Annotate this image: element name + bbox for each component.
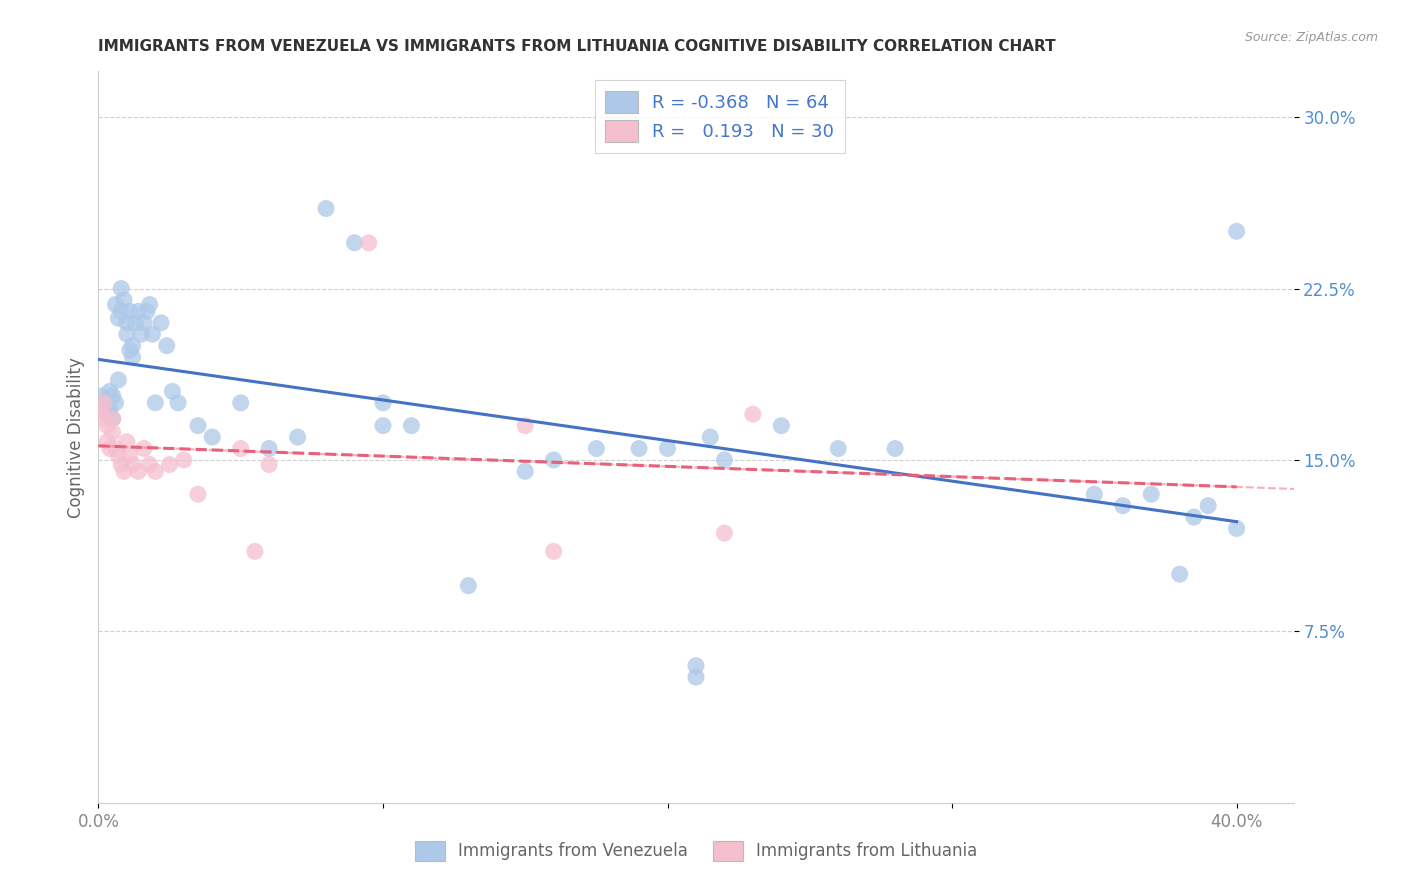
Point <box>257 442 280 456</box>
Point <box>101 425 124 440</box>
Point <box>1226 521 1249 535</box>
Point <box>93 396 115 410</box>
Point <box>112 464 135 478</box>
Point <box>1112 499 1135 513</box>
Point <box>121 458 143 472</box>
Point <box>457 579 479 593</box>
Point <box>118 449 141 463</box>
Point <box>1168 567 1191 582</box>
Point <box>515 418 537 433</box>
Point <box>187 487 209 501</box>
Point <box>229 442 252 456</box>
Text: IMMIGRANTS FROM VENEZUELA VS IMMIGRANTS FROM LITHUANIA COGNITIVE DISABILITY CORR: IMMIGRANTS FROM VENEZUELA VS IMMIGRANTS … <box>98 38 1056 54</box>
Point <box>713 453 735 467</box>
Point <box>143 396 166 410</box>
Point <box>118 304 141 318</box>
Point <box>110 458 132 472</box>
Point <box>713 526 735 541</box>
Point <box>741 407 763 421</box>
Point <box>884 442 907 456</box>
Point <box>141 327 163 342</box>
Point <box>287 430 309 444</box>
Point <box>121 350 143 364</box>
Point <box>515 464 537 478</box>
Text: Source: ZipAtlas.com: Source: ZipAtlas.com <box>1244 31 1378 45</box>
Point <box>229 396 252 410</box>
Point <box>101 412 124 426</box>
Point <box>628 442 651 456</box>
Point <box>150 316 173 330</box>
Point <box>167 396 190 410</box>
Point <box>1197 499 1219 513</box>
Point <box>685 658 707 673</box>
Point <box>315 202 337 216</box>
Point <box>127 464 149 478</box>
Point <box>115 434 138 449</box>
Point <box>115 327 138 342</box>
Point <box>201 430 224 444</box>
Point <box>257 458 280 472</box>
Point <box>343 235 366 250</box>
Point <box>132 442 155 456</box>
Point <box>90 389 112 403</box>
Point <box>127 304 149 318</box>
Point <box>827 442 849 456</box>
Point <box>357 235 380 250</box>
Point <box>770 418 793 433</box>
Point <box>156 338 179 352</box>
Point <box>585 442 607 456</box>
Point <box>543 544 565 558</box>
Point <box>159 458 181 472</box>
Point <box>101 412 124 426</box>
Point <box>104 442 127 456</box>
Point <box>115 316 138 330</box>
Point <box>173 453 195 467</box>
Point <box>107 449 129 463</box>
Point <box>93 396 115 410</box>
Point <box>1083 487 1105 501</box>
Point <box>112 293 135 307</box>
Point <box>110 281 132 295</box>
Point <box>371 396 394 410</box>
Point <box>401 418 423 433</box>
Point <box>101 389 124 403</box>
Point <box>98 402 121 417</box>
Point <box>138 458 160 472</box>
Point <box>132 316 155 330</box>
Point <box>138 297 160 311</box>
Point <box>1226 224 1249 238</box>
Point <box>107 311 129 326</box>
Point <box>90 402 112 417</box>
Point <box>110 304 132 318</box>
Point <box>98 442 121 456</box>
Point <box>162 384 184 399</box>
Point <box>121 338 143 352</box>
Point <box>371 418 394 433</box>
Point <box>243 544 266 558</box>
Point <box>1182 510 1205 524</box>
Point <box>96 407 118 421</box>
Point <box>543 453 565 467</box>
Y-axis label: Cognitive Disability: Cognitive Disability <box>66 357 84 517</box>
Point <box>1140 487 1163 501</box>
Point <box>135 304 157 318</box>
Point <box>107 373 129 387</box>
Point <box>104 297 127 311</box>
Point <box>118 343 141 358</box>
Point <box>685 670 707 684</box>
Point <box>98 384 121 399</box>
Point <box>129 327 152 342</box>
Point <box>699 430 721 444</box>
Point <box>96 418 118 433</box>
Point <box>187 418 209 433</box>
Point <box>124 316 146 330</box>
Point <box>657 442 679 456</box>
Legend: Immigrants from Venezuela, Immigrants from Lithuania: Immigrants from Venezuela, Immigrants fr… <box>408 834 984 868</box>
Point <box>93 412 115 426</box>
Point <box>104 396 127 410</box>
Point <box>96 434 118 449</box>
Point <box>143 464 166 478</box>
